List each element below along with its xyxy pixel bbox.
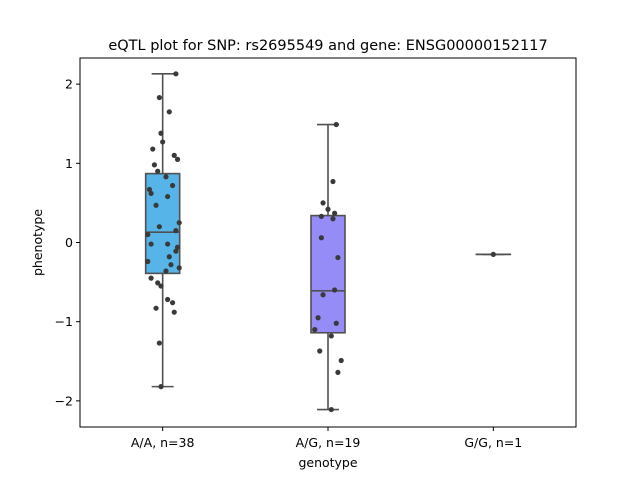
y-tick-label: 1 [65, 156, 73, 171]
data-point [317, 348, 323, 354]
x-tick-label: A/A, n=38 [131, 435, 195, 450]
chart-title: eQTL plot for SNP: rs2695549 and gene: E… [108, 38, 547, 54]
data-point [163, 268, 169, 274]
data-point [171, 152, 177, 158]
data-point [158, 283, 164, 289]
box-group [310, 123, 346, 411]
data-point [155, 168, 161, 174]
data-point [148, 275, 154, 281]
data-point [176, 265, 182, 271]
data-point [332, 210, 338, 216]
data-point [174, 244, 181, 250]
data-point [176, 220, 182, 226]
data-point [174, 156, 181, 162]
y-tick-label: −1 [55, 314, 73, 329]
data-point [158, 130, 164, 136]
data-point [158, 384, 164, 390]
data-point [169, 300, 176, 306]
box-layer [144, 73, 512, 411]
data-point [328, 333, 334, 339]
data-point [150, 146, 156, 152]
data-point [171, 309, 177, 315]
data-point [173, 228, 179, 234]
data-point [330, 178, 336, 185]
y-tick-label: 0 [65, 235, 73, 250]
data-point [173, 71, 179, 77]
box-iqr [310, 214, 346, 334]
data-point [151, 162, 157, 168]
y-tick-label: −2 [55, 393, 73, 408]
data-point [163, 174, 169, 180]
data-point [145, 258, 151, 265]
data-point [166, 254, 172, 260]
y-axis-label: phenotype [30, 209, 45, 276]
data-point [160, 139, 166, 145]
data-point [146, 186, 153, 193]
box-iqr [144, 172, 181, 275]
data-point [168, 262, 174, 268]
data-point [318, 213, 324, 219]
data-point [145, 231, 151, 238]
data-point [156, 94, 162, 101]
box-group [144, 73, 181, 388]
data-point [165, 241, 171, 247]
data-point [166, 109, 172, 115]
data-point [156, 224, 162, 230]
data-point [155, 280, 161, 286]
data-point [335, 254, 341, 261]
data-point [330, 216, 336, 222]
data-point [148, 241, 154, 247]
x-tick-label: G/G, n=1 [464, 435, 522, 450]
data-point [153, 305, 159, 311]
data-point [490, 251, 496, 257]
data-point [335, 369, 341, 375]
data-point [333, 121, 339, 128]
data-point [312, 327, 318, 333]
data-point [338, 357, 344, 364]
data-point [165, 193, 171, 200]
data-point [332, 287, 338, 293]
x-tick-label: A/G, n=19 [296, 435, 361, 450]
points-layer [145, 71, 496, 413]
data-point [328, 406, 334, 413]
data-point [148, 190, 154, 197]
data-point [173, 248, 179, 254]
data-point [165, 296, 171, 303]
data-point [325, 206, 331, 212]
data-point [318, 235, 324, 241]
data-point [315, 315, 321, 321]
data-point [320, 292, 326, 298]
data-point [153, 202, 159, 208]
y-tick-label: 2 [65, 77, 73, 92]
x-axis: A/A, n=38 A/G, n=19 G/G, n=1 [131, 427, 522, 450]
y-axis: −2 −1 0 1 2 [55, 77, 80, 408]
data-point [169, 182, 176, 189]
data-point [333, 320, 339, 326]
x-axis-label: genotype [298, 455, 357, 470]
data-point [156, 340, 162, 346]
data-point [320, 200, 326, 206]
